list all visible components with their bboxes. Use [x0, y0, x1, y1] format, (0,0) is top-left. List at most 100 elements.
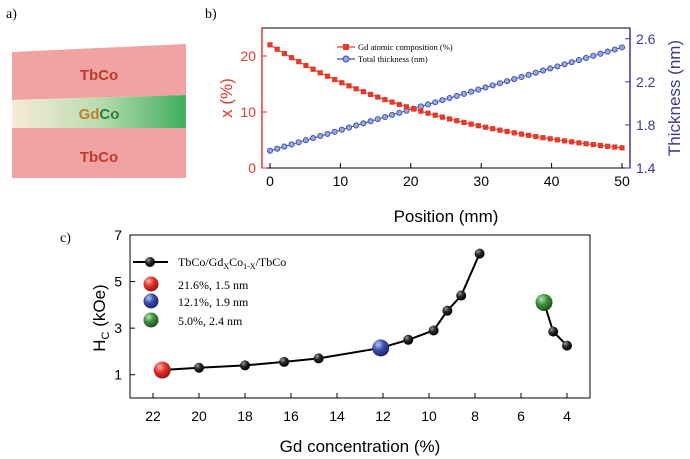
gd-point [597, 142, 604, 149]
gd-point [317, 70, 323, 76]
legend-thickness-marker [342, 55, 350, 63]
gd-point [540, 135, 546, 141]
gd-line [269, 44, 623, 149]
gd-point [511, 130, 517, 136]
thickness-point [331, 128, 338, 135]
gd-point [274, 46, 280, 52]
gd-point [547, 136, 553, 142]
thickness-point [568, 59, 575, 66]
thickness-point [575, 56, 582, 64]
thickness-point [439, 97, 446, 104]
thickness-point [525, 71, 532, 78]
thickness-point [511, 75, 518, 83]
thickness-point [295, 139, 302, 146]
thickness-point [353, 122, 360, 129]
panel-b-x-axis-title: Position (mm) [394, 207, 499, 226]
gd-point [324, 73, 331, 79]
thickness-point [604, 48, 611, 55]
x-tick-label: 6 [517, 408, 525, 424]
panel-b-label: b) [205, 7, 217, 22]
panel-c-legend: TbCo/GdXCo1-X/TbCo 21.6%, 1.5 nm 12.1%, … [133, 255, 286, 328]
gd-point [360, 89, 366, 95]
thickness-point [266, 147, 274, 154]
thickness-point [539, 67, 547, 74]
y-tick-label: 10 [240, 104, 256, 120]
thickness-point [489, 82, 496, 89]
x-tick-label: 12 [375, 408, 391, 424]
panel-c-series-lines [162, 253, 568, 372]
thickness-point [532, 69, 539, 76]
highlight-point [372, 339, 390, 357]
x-tick-label: 0 [266, 173, 274, 189]
panel-b-left-axis: 0 10 20 [240, 28, 267, 176]
gd-point [482, 124, 489, 130]
data-point [562, 340, 572, 351]
gd-point [396, 101, 402, 108]
data-point [548, 326, 559, 337]
thickness-point [468, 88, 475, 95]
thickness-point [482, 84, 489, 91]
x-tick-label: 40 [544, 173, 560, 189]
top-layer-label: TbCo [80, 67, 118, 84]
gd-point [411, 106, 417, 112]
thickness-point [453, 92, 460, 99]
gd-point [267, 42, 273, 48]
panel-b-x-axis: 0 10 20 30 40 50 [266, 163, 630, 189]
thickness-point [360, 120, 367, 127]
gd-point [490, 126, 496, 132]
y-tick-label: 1.4 [636, 160, 656, 176]
legend-red-label: 21.6%, 1.5 nm [178, 278, 249, 292]
highlight-point [153, 361, 171, 379]
gd-point [346, 83, 352, 89]
thickness-point [446, 94, 453, 102]
panel-c-x-axis: 22 20 18 16 14 12 10 8 6 4 [145, 393, 571, 424]
x-tick-label: 20 [191, 408, 207, 424]
gd-point [533, 133, 539, 140]
gd-point [281, 50, 287, 57]
data-point [313, 353, 324, 364]
gd-point [375, 94, 381, 100]
gd-point [418, 108, 424, 114]
legend-series-label: TbCo/GdXCo1-X/TbCo [178, 255, 286, 271]
thickness-point [367, 118, 374, 125]
y-tick-label: 20 [240, 48, 256, 64]
thickness-point [518, 73, 525, 80]
gd-point [310, 66, 316, 72]
thickness-point [274, 145, 281, 152]
gd-point [288, 55, 295, 61]
x-tick-label: 4 [563, 408, 571, 424]
x-tick-label: 10 [333, 173, 349, 189]
thickness-point [302, 137, 309, 144]
x-tick-label: 16 [283, 408, 299, 424]
panel-b-legend: Gd atomic composition (%) Total thicknes… [337, 42, 453, 64]
thickness-point [611, 46, 618, 53]
x-tick-label: 20 [403, 173, 419, 189]
gd-point [425, 110, 431, 116]
legend-green-marker [143, 312, 159, 328]
thickness-point [310, 135, 317, 142]
gd-point [605, 143, 611, 149]
data-point [428, 325, 439, 336]
gd-point [612, 144, 618, 150]
gd-point [561, 138, 568, 144]
thickness-point [590, 52, 597, 59]
thickness-point [317, 132, 324, 140]
data-point [279, 356, 290, 367]
legend-gd-marker [343, 44, 349, 50]
gd-point [446, 116, 453, 122]
legend-series-marker [145, 257, 155, 267]
legend-red-marker [143, 276, 159, 292]
thickness-point [597, 50, 604, 57]
middle-layer-label: GdCo [79, 106, 120, 123]
panel-a-label: a) [6, 7, 17, 22]
data-point [194, 362, 204, 373]
gd-point [367, 91, 374, 98]
thickness-point [345, 124, 353, 131]
panel-c-plot-frame [129, 234, 591, 399]
gd-point [461, 119, 467, 126]
gd-point [526, 132, 532, 138]
data-point [442, 305, 453, 316]
thickness-point [561, 61, 568, 68]
panel-b-gd-series [267, 42, 625, 151]
